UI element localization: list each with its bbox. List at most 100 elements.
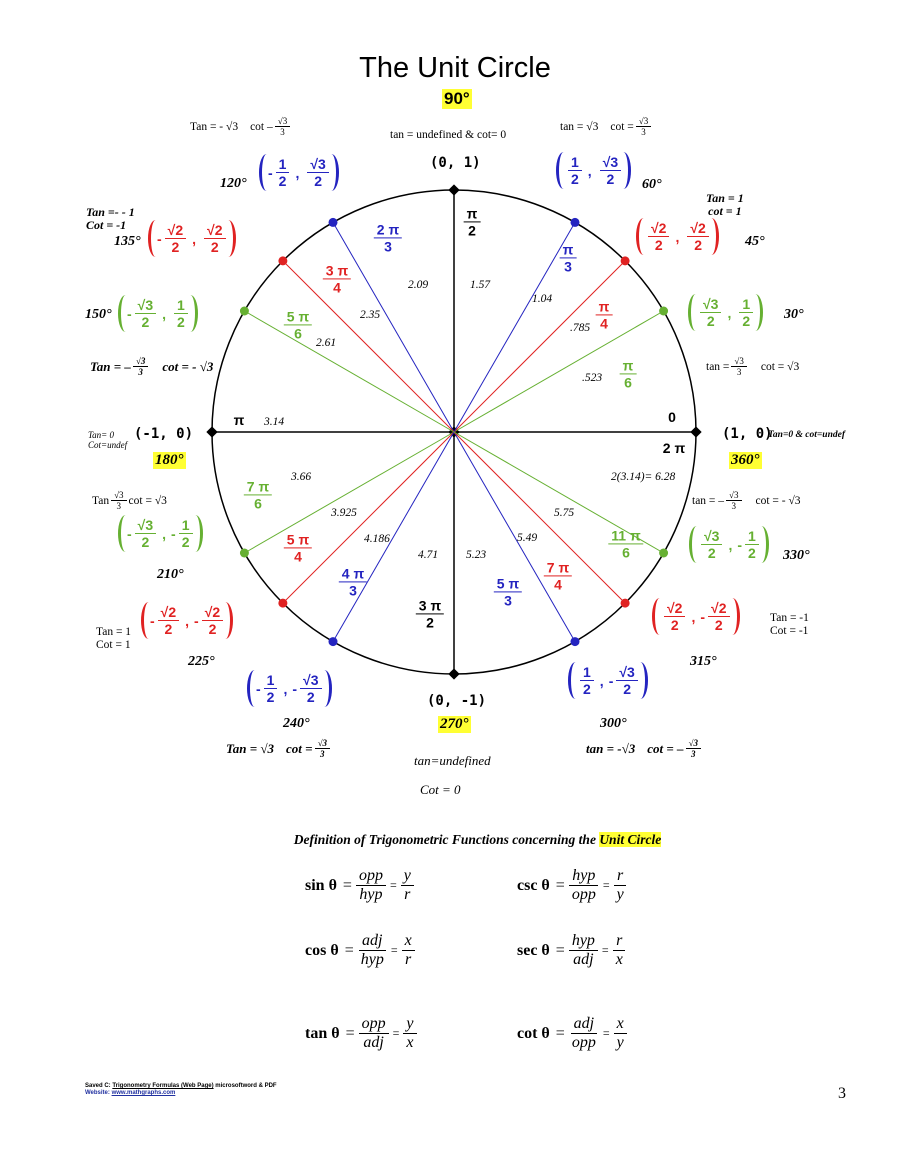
note-text: cot = √3 [128,494,167,507]
point-60 [570,217,580,227]
note-line: Tan = 1 [96,626,132,638]
angle-label-300: 300° [600,716,627,731]
note-line: tan=undefined [414,753,491,768]
footer-website-link[interactable]: www.mathgraphs.com [111,1090,176,1096]
y-sign: - [737,536,743,553]
ray-135 [282,260,455,433]
denominator: 3 [641,127,646,138]
point-150 [239,306,249,316]
denominator: r [405,951,412,969]
point-315 [620,598,630,608]
note-line: Tan= 0 [88,430,115,440]
radian-decimal: .785 [570,322,591,334]
numerator: 1 [174,297,188,315]
footer: Saved C: Trigonometry Formulas (Web Page… [85,1083,277,1097]
denominator: 3 [690,749,696,760]
coordinate-225: - √2 2, - √2 2 [141,602,234,640]
tan-cot-note: tan = – √3 3 cot = - √3 [692,490,801,512]
radian-decimal: 3.14 [264,416,285,428]
numerator: x [613,1015,627,1035]
denominator: 2 [171,239,180,256]
denominator: 2 [748,545,756,562]
footer-saved-link[interactable]: Trigonometry Formulas (Web Page) [112,1083,214,1089]
numerator: √3 [700,296,722,314]
denominator: 3 [320,749,325,760]
denominator: 2 [742,313,751,330]
numerator: 1 [178,517,193,535]
tan-cot-note: Cot = 0 [420,783,461,796]
numerator: 11 π [608,527,644,545]
numerator: √3 [307,156,329,174]
denominator: 6 [294,325,302,342]
numerator: 1 [263,672,278,690]
ratio-fraction: adj opp [569,1015,599,1053]
numerator: √3 [134,297,157,315]
denominator: 4 [600,315,608,332]
denominator: hyp [360,951,384,969]
numerator: √2 [664,600,686,618]
note-fraction: √3 3 [731,356,747,378]
note-text: Tan = √3 [226,740,275,756]
denominator: 3 [736,367,742,378]
x-fraction: √2 2 [157,604,180,637]
function-name: cot θ [517,1024,550,1042]
comma: , [675,228,680,245]
tan-cot-note: Tan = √3 cot = √3 3 [226,738,332,760]
numerator: 1 [580,664,594,682]
equals: = [342,876,352,894]
equals: = [601,943,609,958]
denominator: 3 [731,501,737,512]
note-text: Tan = - √3 [190,120,239,133]
numerator: 1 [568,154,582,172]
tan-cot-note: Tan = - √3 cot – √3 3 [190,116,292,138]
denominator: 2 [468,222,476,239]
note-text: Tan=0 & cot=undef [768,430,845,440]
denominator: 2 [266,689,275,706]
y-fraction: √3 2 [307,156,329,189]
tan-cot-note: Tan= 0 Cot=undef [88,430,127,450]
note-text: Tan [92,494,110,507]
denominator: 2 [177,314,185,331]
x-sign: - [157,230,162,247]
coord-1-0: (1, 0) [722,426,773,442]
point-225 [278,598,288,608]
comma: , [283,680,288,697]
denominator: 2 [426,614,434,631]
degree-360-label: 360° [729,452,762,469]
note-text: cot = – [647,740,684,756]
comma: , [295,164,300,181]
radian-decimal: 2(3.14)= 6.28 [611,471,676,483]
note-fraction: √3 3 [132,356,149,378]
y-sign: - [700,608,706,625]
numerator: y [403,1015,417,1035]
numerator: √3 [635,116,652,128]
y-sign: - [608,672,614,689]
denominator: opp [571,886,596,904]
ray-45 [453,260,626,433]
angle-label-225: 225° [188,654,215,669]
ray-315 [453,431,626,604]
note-fraction: √3 3 [111,490,127,512]
equals: = [390,943,398,958]
degree-270-label: 270° [438,716,471,733]
denominator: 6 [624,374,632,391]
x-sign: - [127,525,132,542]
coordinate-45: √2 2, √2 2 [636,218,719,256]
equals: = [345,1024,355,1042]
radian-label: 0 [668,409,676,425]
numerator: 5 π [283,531,313,549]
coordinate-240: -1 2, - √3 2 [247,670,332,708]
definitions-title: Definition of Trigonometric Functions co… [0,832,900,848]
